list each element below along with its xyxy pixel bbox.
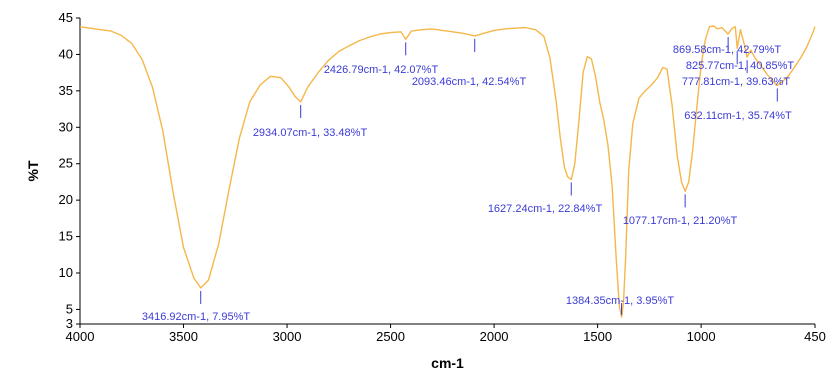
x-tick-label: 2000 [480,329,509,344]
peak-annotation: 2934.07cm-1, 33.48%T [253,104,368,139]
y-tick-label: 3 [66,316,73,331]
peak-annotation: 1627.24cm-1, 22.84%T [488,182,603,215]
peak-label: 2093.46cm-1, 42.54%T [412,76,527,88]
y-tick-label: 5 [66,301,73,316]
peak-annotations: 3416.92cm-1, 7.95%T 2934.07cm-1, 33.48%T 2… [142,37,795,323]
y-tick-label: 25 [59,156,73,171]
y-axis-ticks: 35 10 15 20 25 30 35 40 45 [59,10,80,331]
y-tick-label: 40 [59,46,73,61]
x-tick-label: 2500 [376,329,405,344]
peak-label: 2426.79cm-1, 42.07%T [324,64,439,76]
x-tick-label: 3000 [273,329,302,344]
y-tick-label: 15 [59,229,73,244]
peak-annotation: 825.77cm-1, 40.85%T [686,51,795,72]
spectrum-line [79,25,816,318]
x-axis-title: cm-1 [431,355,464,371]
peak-label: 2934.07cm-1, 33.48%T [253,127,368,139]
peak-label: 632.11cm-1, 35.74%T [684,110,792,122]
peak-label: 3416.92cm-1, 7.95%T [142,311,251,323]
y-axis-title: %T [25,160,41,181]
peak-annotation: 2093.46cm-1, 42.54%T [412,38,527,88]
x-tick-label: 1500 [583,329,612,344]
y-tick-label: 35 [59,83,73,98]
x-tick-label: 450 [804,329,826,344]
peak-annotation: 869.58cm-1, 42.79%T [673,37,782,56]
y-tick-label: 10 [59,265,73,280]
peak-annotation: 1077.17cm-1, 21.20%T [623,194,738,227]
peak-annotation: 3416.92cm-1, 7.95%T [142,290,251,323]
peak-label: 825.77cm-1, 40.85%T [686,60,795,72]
y-tick-label: 30 [59,119,73,134]
x-tick-label: 1000 [687,329,716,344]
x-tick-label: 4000 [66,329,95,344]
peak-annotation: 632.11cm-1, 35.74%T [684,88,792,122]
peak-annotation: 2426.79cm-1, 42.07%T [324,42,439,76]
peak-label: 1077.17cm-1, 21.20%T [623,215,738,227]
y-tick-label: 45 [59,10,73,25]
peak-label: 1384.35cm-1, 3.95%T [566,295,675,307]
x-tick-label: 3500 [169,329,198,344]
x-axis-ticks: 4000 3500 3000 2500 2000 1500 1000 450 [66,324,826,344]
peak-label: 869.58cm-1, 42.79%T [673,44,782,56]
y-tick-label: 20 [59,192,73,207]
peak-annotation: 1384.35cm-1, 3.95%T [566,295,675,316]
peak-label: 1627.24cm-1, 22.84%T [488,203,603,215]
peak-label: 777.81cm-1, 39.63%T [682,76,791,88]
peak-annotation: 777.81cm-1, 39.63%T [682,60,791,88]
